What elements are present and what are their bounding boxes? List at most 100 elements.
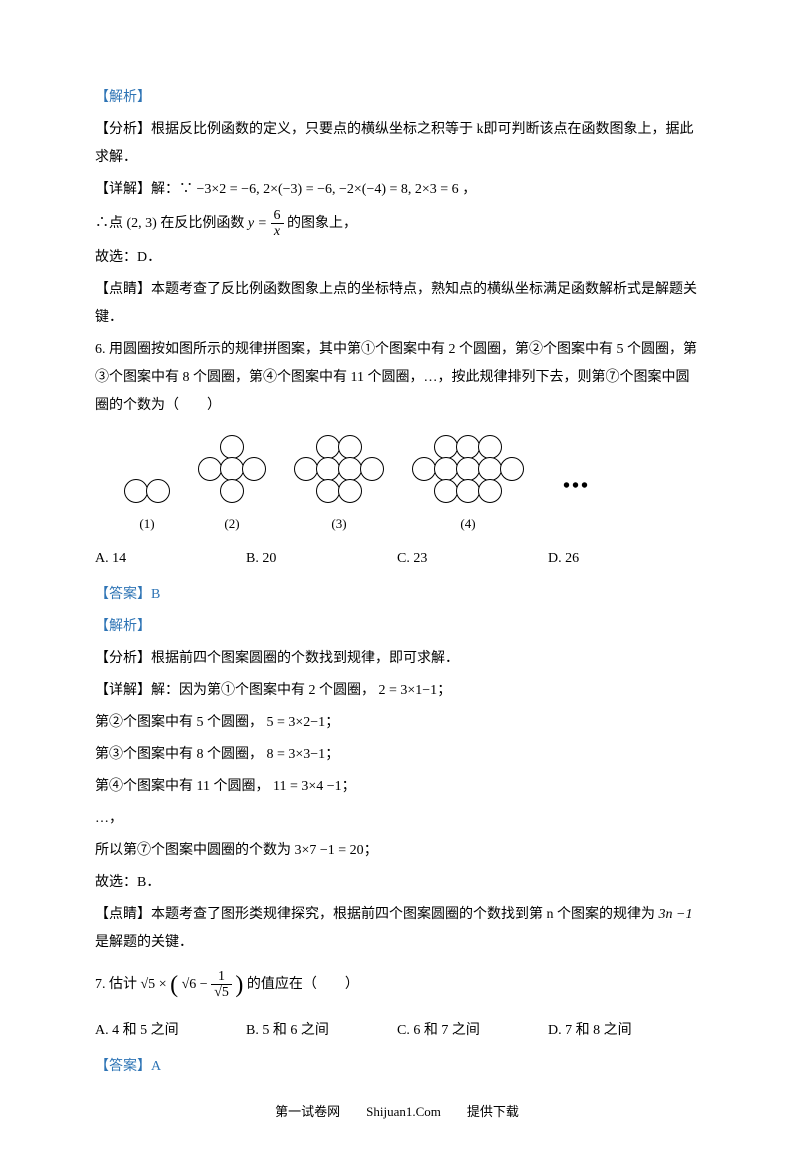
- q7-frac: 1 √5: [211, 969, 232, 1001]
- jiexi-6: 【解析】: [95, 613, 699, 641]
- jiexi-label: 【解析】: [95, 84, 699, 112]
- q7-prefix: 7. 估计: [95, 977, 137, 992]
- d6-1-math: 5 = 3×2−1: [267, 715, 326, 730]
- conc1-eq-left: y =: [248, 216, 267, 231]
- circle-icon: [146, 479, 170, 503]
- dianjing-1: 【点睛】本题考查了反比例函数图象上点的坐标特点，熟知点的横纵坐标满足函数解析式是…: [95, 276, 699, 332]
- q7-option-c: C. 6 和 7 之间: [397, 1017, 548, 1045]
- conc1-prefix: ∴点: [95, 216, 123, 231]
- figure-1: (1): [125, 479, 169, 537]
- circle-icon: [316, 457, 340, 481]
- q7-frac-den: √5: [211, 985, 232, 1000]
- circle-icon: [478, 457, 502, 481]
- circle-icon: [500, 457, 524, 481]
- detail1-suffix: ，: [462, 182, 476, 197]
- d6-1-text: 第②个图案中有 5 个圆圈，: [95, 715, 263, 730]
- conc1-suffix: 的图象上，: [287, 216, 357, 231]
- circle-icon: [198, 457, 222, 481]
- circle-icon: [434, 479, 458, 503]
- fig1-label: (1): [139, 511, 154, 537]
- rparen-icon: ): [235, 972, 243, 998]
- q7-times: ×: [159, 977, 167, 992]
- page-footer: 第一试卷网 Shijuan1.Com 提供下载: [0, 1099, 794, 1125]
- figure-2: (2): [199, 435, 265, 537]
- q6-option-b: B. 20: [246, 545, 397, 573]
- fig3-top: [317, 435, 361, 459]
- figure-4: (4): [413, 435, 523, 537]
- conclusion-1: ∴点 (2, 3) 在反比例函数 y = 6 x 的图象上，: [95, 208, 699, 240]
- fig3-label: (3): [331, 511, 346, 537]
- d6-4-math: 3×7 −1 = 20: [295, 843, 364, 858]
- detail6-line1: 第②个图案中有 5 个圆圈， 5 = 3×2−1；: [95, 709, 699, 737]
- circle-icon: [294, 457, 318, 481]
- circle-icon: [456, 435, 480, 459]
- detail1-prefix: 【详解】解：∵: [95, 182, 193, 197]
- dj6-suffix: 是解题的关键．: [95, 935, 193, 950]
- frac-den: x: [271, 224, 284, 239]
- circle-icon: [338, 435, 362, 459]
- fig2-label: (2): [224, 511, 239, 537]
- answer-7: 【答案】A: [95, 1053, 699, 1081]
- circle-icon: [220, 435, 244, 459]
- fig4-mid: [413, 457, 523, 481]
- question-7: 7. 估计 √5 × ( √6 − 1 √5 ) 的值应在（ ）: [95, 961, 699, 1009]
- q6-options: A. 14 B. 20 C. 23 D. 26: [95, 545, 699, 573]
- detail-1: 【详解】解：∵ −3×2 = −6, 2×(−3) = −6, −2×(−4) …: [95, 176, 699, 204]
- d6-2-math: 8 = 3×3−1: [267, 747, 326, 762]
- frac-num: 6: [271, 208, 284, 224]
- fig2-bot: [221, 479, 243, 503]
- q7-sqrt5: √5: [141, 977, 156, 992]
- analysis-1: 【分析】根据反比例函数的定义，只要点的横纵坐标之积等于 k即可判断该点在函数图象…: [95, 116, 699, 172]
- circle-icon: [412, 457, 436, 481]
- circle-icon: [434, 457, 458, 481]
- detail6-line2: 第③个图案中有 8 个圆圈， 8 = 3×3−1；: [95, 741, 699, 769]
- lparen-icon: (: [170, 972, 178, 998]
- conc1-point: (2, 3): [127, 216, 157, 231]
- detail6-dots: …，: [95, 805, 699, 833]
- d6-3-text: 第④个图案中有 11 个圆圈，: [95, 779, 269, 794]
- fig4-top: [435, 435, 501, 459]
- d6-3-math: 11 = 3×4 −1: [273, 779, 342, 794]
- circle-icon: [124, 479, 148, 503]
- fig2-top: [221, 435, 243, 459]
- detail6-line0: 【详解】解：因为第①个图案中有 2 个圆圈， 2 = 3×1−1；: [95, 677, 699, 705]
- circle-icon: [316, 479, 340, 503]
- circle-icon: [338, 457, 362, 481]
- fenxi-6: 【分析】根据前四个图案圆圈的个数找到规律，即可求解．: [95, 645, 699, 673]
- q7-options: A. 4 和 5 之间 B. 5 和 6 之间 C. 6 和 7 之间 D. 7…: [95, 1017, 699, 1045]
- q6-option-a: A. 14: [95, 545, 246, 573]
- fig2-mid: [199, 457, 265, 481]
- fig1-row: [125, 479, 169, 503]
- question-6: 6. 用圆圈按如图所示的规律拼图案，其中第①个图案中有 2 个圆圈，第②个图案中…: [95, 336, 699, 420]
- q7-minus: −: [200, 977, 208, 992]
- d6-4-text: 所以第⑦个图案中圆圈的个数为: [95, 843, 291, 858]
- fig4-bot: [435, 479, 501, 503]
- detail6-line4: 所以第⑦个图案中圆圈的个数为 3×7 −1 = 20；: [95, 837, 699, 865]
- d6-2-text: 第③个图案中有 8 个圆圈，: [95, 747, 263, 762]
- q6-option-c: C. 23: [397, 545, 548, 573]
- circle-icon: [478, 479, 502, 503]
- circle-icon: [456, 457, 480, 481]
- fig3-bot: [317, 479, 361, 503]
- fig3-mid: [295, 457, 383, 481]
- circle-icon: [456, 479, 480, 503]
- circle-icon: [242, 457, 266, 481]
- circle-icon: [434, 435, 458, 459]
- q7-option-b: B. 5 和 6 之间: [246, 1017, 397, 1045]
- conc1-frac: 6 x: [271, 208, 284, 240]
- circle-icon: [338, 479, 362, 503]
- fig4-label: (4): [460, 511, 475, 537]
- conc1-mid: 在反比例函数: [160, 216, 244, 231]
- q7-frac-num: 1: [211, 969, 232, 985]
- circle-icon: [360, 457, 384, 481]
- circle-icon: [316, 435, 340, 459]
- detail6-line3: 第④个图案中有 11 个圆圈， 11 = 3×4 −1；: [95, 773, 699, 801]
- circle-icon: [220, 457, 244, 481]
- guxuan-1: 故选：D．: [95, 244, 699, 272]
- dj6-math: 3n −1: [659, 907, 693, 922]
- answer-6: 【答案】B: [95, 581, 699, 609]
- dj6-prefix: 【点睛】本题考查了图形类规律探究，根据前四个图案圆圈的个数找到第 n 个图案的规…: [95, 907, 655, 922]
- q7-sqrt6: √6: [182, 977, 197, 992]
- q7-option-a: A. 4 和 5 之间: [95, 1017, 246, 1045]
- dianjing-6: 【点睛】本题考查了图形类规律探究，根据前四个图案圆圈的个数找到第 n 个图案的规…: [95, 901, 699, 957]
